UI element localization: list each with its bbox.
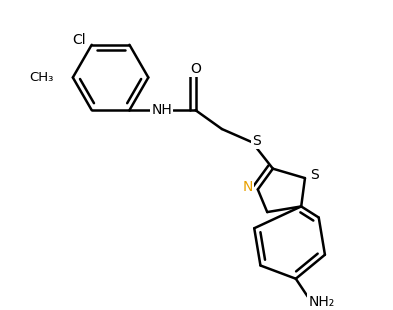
Text: Cl: Cl xyxy=(72,33,86,47)
Text: O: O xyxy=(190,62,201,76)
Text: N: N xyxy=(242,180,253,194)
Text: S: S xyxy=(252,134,261,148)
Text: S: S xyxy=(310,168,319,182)
Text: NH: NH xyxy=(151,103,172,117)
Text: CH₃: CH₃ xyxy=(29,71,54,84)
Text: NH₂: NH₂ xyxy=(309,294,335,308)
